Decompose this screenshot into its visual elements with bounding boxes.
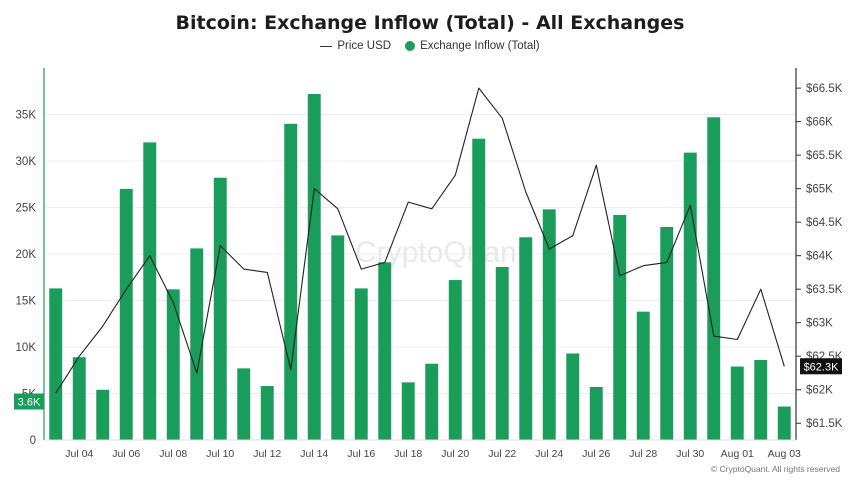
price-line: [55, 87, 785, 394]
y-right-tick-label: $63.5K: [806, 284, 843, 296]
inflow-bar: [660, 227, 674, 440]
x-tick-label: Jul 14: [300, 448, 328, 460]
x-tick-label: Jul 12: [253, 448, 281, 460]
x-tick-label: Jul 10: [206, 448, 234, 460]
last-price-label: $62.3K: [804, 361, 840, 373]
x-tick-label: Jul 22: [488, 448, 516, 460]
inflow-bar: [777, 406, 791, 440]
inflow-bar: [307, 94, 321, 440]
dot-swatch-icon: [405, 41, 416, 51]
inflow-bar: [636, 311, 650, 440]
x-tick-label: Jul 30: [676, 448, 704, 460]
y-right-tick-label: $64.5K: [806, 217, 843, 229]
legend-item-inflow[interactable]: Exchange Inflow (Total): [405, 40, 540, 52]
y-right-tick-label: $64K: [806, 251, 833, 263]
inflow-bar: [707, 117, 721, 440]
y-right-tick-label: $65.5K: [806, 150, 843, 162]
y-left-tick-label: 20K: [16, 249, 37, 261]
inflow-bar: [378, 262, 392, 440]
inflow-bar: [354, 288, 368, 440]
x-tick-label: Jul 08: [159, 448, 187, 460]
x-tick-label: Jul 06: [112, 448, 140, 460]
x-tick-label: Jul 26: [582, 448, 610, 460]
y-right-tick-label: $63K: [806, 318, 833, 330]
x-tick-label: Jul 04: [65, 448, 93, 460]
inflow-bar: [119, 188, 133, 440]
y-left-tick-label: 10K: [16, 342, 37, 354]
inflow-bar: [495, 267, 509, 440]
inflow-bar: [519, 237, 533, 440]
y-left-tick-label: 25K: [16, 203, 37, 215]
chart-legend: Price USD Exchange Inflow (Total): [0, 40, 860, 52]
inflow-bar: [613, 214, 627, 440]
last-inflow-badge: [14, 393, 44, 410]
inflow-bar: [166, 289, 180, 440]
inflow-bar: [754, 360, 768, 440]
inflow-bar: [425, 363, 439, 440]
inflow-bar: [143, 142, 157, 440]
legend-label-inflow: Exchange Inflow (Total): [420, 40, 540, 52]
legend-label-price: Price USD: [337, 40, 392, 52]
x-tick-label: Jul 24: [535, 448, 563, 460]
inflow-bar: [401, 382, 415, 440]
last-inflow-label: 3.6K: [18, 397, 41, 409]
x-tick-label: Aug 03: [768, 448, 801, 460]
y-right-tick-label: $66K: [806, 117, 833, 129]
inflow-bar: [213, 177, 227, 441]
y-left-tick-label: 30K: [16, 156, 37, 168]
inflow-bar: [566, 353, 580, 440]
y-right-tick-label: $66.5K: [806, 83, 843, 95]
y-right-tick-label: $65K: [806, 184, 833, 196]
x-tick-label: Jul 16: [347, 448, 375, 460]
inflow-bar: [284, 123, 298, 441]
y-right-tick-label: $62K: [806, 385, 833, 397]
inflow-bar: [49, 288, 63, 440]
y-right-tick-label: $61.5K: [806, 418, 843, 430]
copyright-notice: © CryptoQuant. All rights reserved: [710, 464, 840, 474]
inflow-bar: [96, 389, 110, 440]
inflow-bar: [331, 235, 345, 440]
y-left-tick-label: 0: [30, 435, 36, 447]
x-tick-label: Jul 18: [394, 448, 422, 460]
y-left-tick-label: 15K: [16, 296, 37, 308]
last-price-badge: [800, 358, 842, 375]
inflow-bar: [683, 152, 697, 440]
inflow-bar: [237, 368, 251, 440]
x-tick-label: Jul 20: [441, 448, 469, 460]
inflow-bar: [472, 138, 486, 440]
inflow-bar: [730, 366, 744, 440]
y-left-tick-label: 35K: [16, 110, 37, 122]
inflow-bar: [72, 357, 86, 440]
inflow-bar: [260, 386, 274, 440]
inflow-bar: [448, 280, 462, 440]
inflow-bar: [589, 386, 603, 440]
x-tick-label: Aug 01: [721, 448, 754, 460]
line-swatch-icon: [320, 45, 333, 47]
chart-title: Bitcoin: Exchange Inflow (Total) - All E…: [175, 12, 685, 34]
inflow-bar: [190, 248, 204, 440]
legend-item-price[interactable]: Price USD: [320, 40, 391, 52]
x-tick-label: Jul 28: [629, 448, 657, 460]
inflow-bar: [542, 209, 556, 440]
